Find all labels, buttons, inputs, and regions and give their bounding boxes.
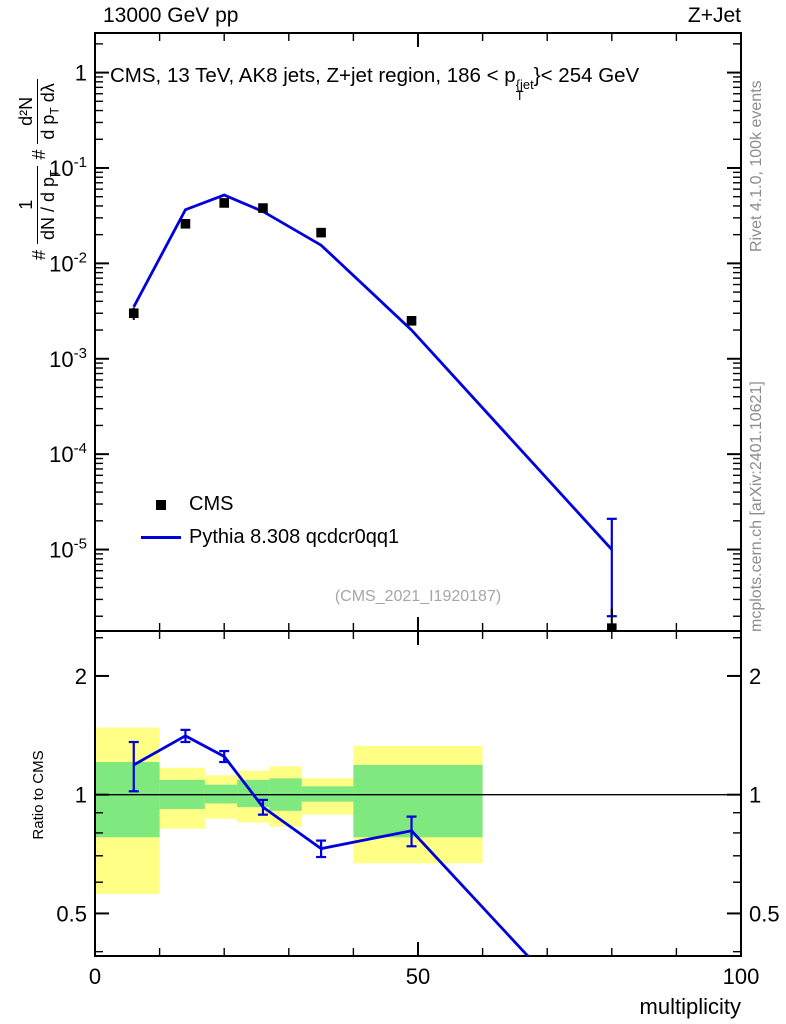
collision-energy-label: 13000 GeV pp [103, 4, 239, 27]
svg-text:2: 2 [749, 664, 761, 689]
ratio-uncertainty-bands [95, 727, 483, 895]
legend-label-cms: CMS [189, 493, 234, 515]
svg-text:10-5: 10-5 [49, 536, 87, 563]
plot-title-sub: T [515, 88, 524, 103]
svg-text:50: 50 [406, 964, 430, 989]
x-axis-label: multiplicity [639, 994, 741, 1019]
legend-row-pythia: Pythia 8.308 qcdcr0qq1 [140, 521, 399, 554]
plot-title-post: }< 254 GeV [533, 64, 640, 87]
svg-text:0.5: 0.5 [749, 901, 780, 926]
svg-text:10-4: 10-4 [49, 440, 87, 467]
ylabel-frac1-denominator: dN / d pT [37, 169, 62, 240]
svg-text:0.5: 0.5 [56, 901, 87, 926]
ylabel-hash-2: # [28, 149, 49, 160]
svg-text:0: 0 [89, 964, 101, 989]
mcplots-reference-label: mcplots.cern.ch [arXiv:2401.10621] [748, 381, 765, 632]
svg-text:10-1: 10-1 [49, 154, 87, 181]
svg-text:1: 1 [75, 61, 87, 86]
svg-text:2: 2 [75, 664, 87, 689]
pythia-line-sample [141, 536, 181, 539]
ylabel-fraction-1: 1 dN / d pT [16, 165, 62, 244]
legend-label-pythia: Pythia 8.308 qcdcr0qq1 [189, 526, 400, 548]
process-label: Z+Jet [687, 4, 741, 27]
svg-text:1: 1 [749, 783, 761, 808]
ratio-line [128, 728, 530, 956]
ylabel-frac2-numerator: d²N [16, 79, 38, 144]
svg-text:100: 100 [723, 964, 760, 989]
cms-data-points [128, 198, 617, 631]
ratio-y-axis-label: Ratio to CMS [30, 750, 47, 840]
ratio-panel-frame [94, 630, 742, 957]
svg-text:10-3: 10-3 [49, 345, 87, 372]
ylabel-hash-1: # [28, 249, 49, 260]
ylabel-frac1-numerator: 1 [16, 165, 38, 244]
rivet-version-label: Rivet 4.1.0, 100k events [748, 80, 765, 252]
axis-tick-labels: 0 50 100 1 10-1 10-2 10-3 10-4 10-5 0.5 0.5 1 1 2 2 [49, 61, 779, 989]
plot-title: CMS, 13 TeV, AK8 jets, Z+jet region, 186… [110, 64, 640, 103]
legend: CMS Pythia 8.308 qcdcr0qq1 [140, 488, 399, 554]
pt-jet-supsub: {jet T [515, 77, 534, 103]
analysis-id-watermark: (CMS_2021_I1920187) [334, 588, 502, 605]
plot-title-text: CMS, 13 TeV, AK8 jets, Z+jet region, 186… [110, 64, 516, 87]
svg-text:1: 1 [75, 783, 87, 808]
main-y-axis-label: # 1 dN / d pT # d²N d pT dλ [16, 79, 62, 260]
legend-row-cms: CMS [140, 488, 399, 521]
ylabel-frac2-denominator: d pT dλ [37, 83, 62, 140]
plot-title-sup: {jet [515, 77, 534, 92]
legend-sample-cell [140, 536, 182, 539]
legend-sample-cell [140, 499, 182, 510]
ylabel-fraction-2: d²N d pT dλ [16, 79, 62, 144]
cms-marker-sample [156, 499, 166, 510]
svg-text:10-2: 10-2 [49, 249, 87, 276]
